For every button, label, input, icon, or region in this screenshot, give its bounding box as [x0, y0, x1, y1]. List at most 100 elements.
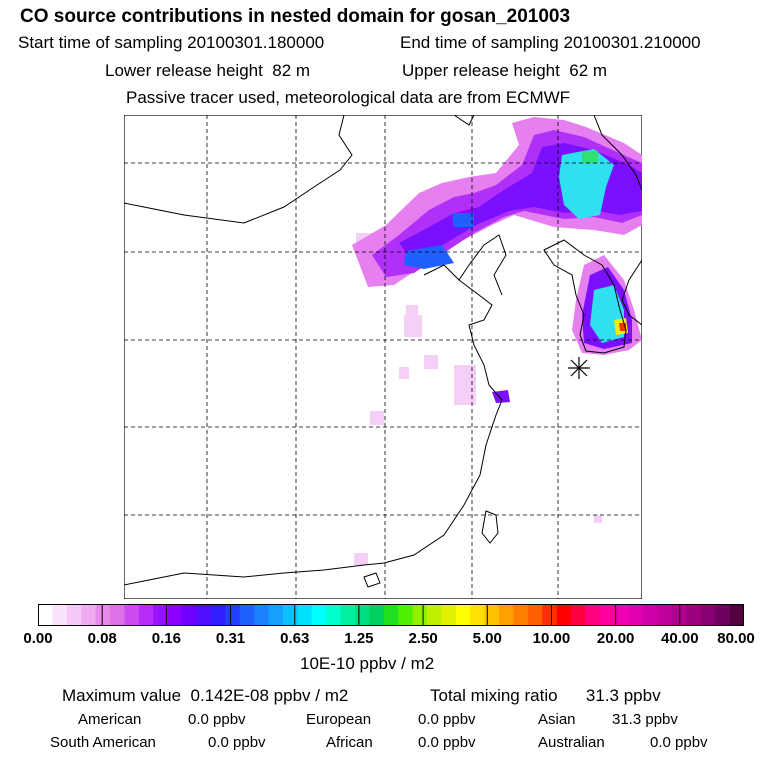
- plume-faint-cell: [594, 515, 602, 523]
- colorbar-swatch: [715, 604, 731, 626]
- colorbar-tick-label: 0.00: [23, 630, 53, 647]
- region-name: African: [326, 734, 373, 751]
- plume-cyan-core-northeast: [559, 149, 614, 219]
- colorbar-swatch: [643, 604, 659, 626]
- colorbar-swatch: [455, 604, 471, 626]
- colorbar-swatch: [499, 604, 515, 626]
- colorbar-swatch: [196, 604, 212, 626]
- colorbar-swatch: [81, 604, 97, 626]
- plume-faint-cell: [406, 305, 418, 317]
- coastline-taiwan: [481, 510, 499, 544]
- total-mixing-ratio: Total mixing ratio 31.3 ppbv: [430, 686, 661, 706]
- max-value-label: Maximum value: [62, 686, 182, 705]
- region-name: South American: [50, 734, 156, 751]
- colorbar-unit: 10E-10 ppbv / m2: [300, 654, 435, 673]
- colorbar-tick-label: 20.00: [596, 630, 635, 647]
- colorbar-swatch: [95, 604, 111, 626]
- region-value: 0.0 ppbv: [418, 711, 476, 728]
- colorbar-swatch: [398, 604, 414, 626]
- colorbar-tick-label: 0.63: [280, 630, 310, 647]
- colorbar-swatch: [700, 604, 716, 626]
- plume-blue-core-mid: [452, 213, 474, 227]
- colorbar-swatch: [268, 604, 284, 626]
- colorbar-swatch: [38, 604, 54, 626]
- colorbar-swatch: [311, 604, 327, 626]
- colorbar: [38, 604, 744, 626]
- release-lower: Lower release height 82 m: [105, 61, 310, 81]
- colorbar-swatch: [66, 604, 82, 626]
- total-mixing-ratio-label: Total mixing ratio: [430, 686, 558, 705]
- plot-title: CO source contributions in nested domain…: [20, 6, 571, 27]
- colorbar-swatch: [239, 604, 255, 626]
- colorbar-swatch: [729, 604, 744, 626]
- colorbar-tick-label: 5.00: [472, 630, 502, 647]
- plume-green-spot-northeast: [582, 151, 598, 163]
- colorbar-frame: [38, 604, 744, 626]
- max-value: Maximum value 0.142E-08 ppbv / m2: [62, 686, 348, 706]
- coastline-china: [124, 115, 353, 224]
- colorbar-swatch: [571, 604, 587, 626]
- colorbar-tick-label: 40.00: [661, 630, 699, 647]
- colorbar-swatch: [354, 604, 370, 626]
- release-lower-value: 82 m: [272, 61, 311, 80]
- colorbar-swatch: [441, 604, 457, 626]
- receptor-star-icon: [568, 357, 590, 379]
- colorbar-dividers: [101, 604, 681, 626]
- colorbar-swatch: [225, 604, 241, 626]
- colorbar-swatch: [210, 604, 226, 626]
- colorbar-swatch: [614, 604, 630, 626]
- plume-faint-cell: [354, 553, 368, 565]
- tracer-note: Passive tracer used, meteorological data…: [126, 88, 571, 107]
- colorbar-swatch: [542, 604, 558, 626]
- region-value: 0.0 ppbv: [188, 711, 246, 728]
- colorbar-tick-label: 1.25: [344, 630, 374, 647]
- colorbar-tick-label: 0.16: [151, 630, 181, 647]
- plume-faint-cell: [424, 355, 438, 369]
- sampling-end: End time of sampling 20100301.210000: [400, 33, 701, 53]
- plume-faint-cell: [404, 315, 422, 337]
- region-value: 0.0 ppbv: [650, 734, 708, 751]
- colorbar-swatch: [254, 604, 270, 626]
- colorbar-swatch: [427, 604, 443, 626]
- sampling-end-label: End time of sampling: [400, 33, 559, 52]
- colorbar-tick-label: 0.08: [87, 630, 117, 647]
- release-lower-label: Lower release height: [105, 61, 263, 80]
- concentration-map: [124, 115, 642, 599]
- colorbar-swatch: [110, 604, 126, 626]
- colorbar-tick-label: 10.00: [532, 630, 571, 647]
- sampling-end-value: 20100301.210000: [563, 33, 701, 52]
- region-value: 31.3 ppbv: [612, 711, 678, 728]
- release-upper-value: 62 m: [569, 61, 608, 80]
- colorbar-swatch: [340, 604, 356, 626]
- colorbar-swatch: [484, 604, 500, 626]
- colorbar-swatch: [686, 604, 702, 626]
- colorbar-swatch: [297, 604, 313, 626]
- colorbar-swatch: [556, 604, 572, 626]
- colorbar-swatch: [153, 604, 169, 626]
- colorbar-swatch: [527, 604, 543, 626]
- colorbar-swatch: [282, 604, 298, 626]
- region-name: Australian: [538, 734, 605, 751]
- plume-faint-cell: [370, 411, 384, 425]
- coastline-bay: [458, 234, 507, 296]
- colorbar-swatch: [124, 604, 140, 626]
- colorbar-swatch: [167, 604, 183, 626]
- region-name: Asian: [538, 711, 576, 728]
- coastline-japan: [621, 259, 642, 326]
- region-value: 0.0 ppbv: [418, 734, 476, 751]
- colorbar-swatch: [383, 604, 399, 626]
- colorbar-swatch: [52, 604, 68, 626]
- colorbar-swatch: [182, 604, 198, 626]
- coastline-bohai: [124, 264, 503, 586]
- region-value: 0.0 ppbv: [208, 734, 266, 751]
- colorbar-tick-label: 2.50: [408, 630, 438, 647]
- coastline-hainan: [363, 572, 381, 588]
- region-name: American: [78, 711, 142, 728]
- colorbar-swatch: [585, 604, 601, 626]
- region-name: European: [306, 711, 372, 728]
- colorbar-cells: [38, 604, 744, 626]
- colorbar-swatch: [412, 604, 428, 626]
- plume-blue-core-west: [404, 245, 454, 269]
- sampling-start-value: 20100301.180000: [187, 33, 325, 52]
- plume-faint-cell: [399, 367, 409, 379]
